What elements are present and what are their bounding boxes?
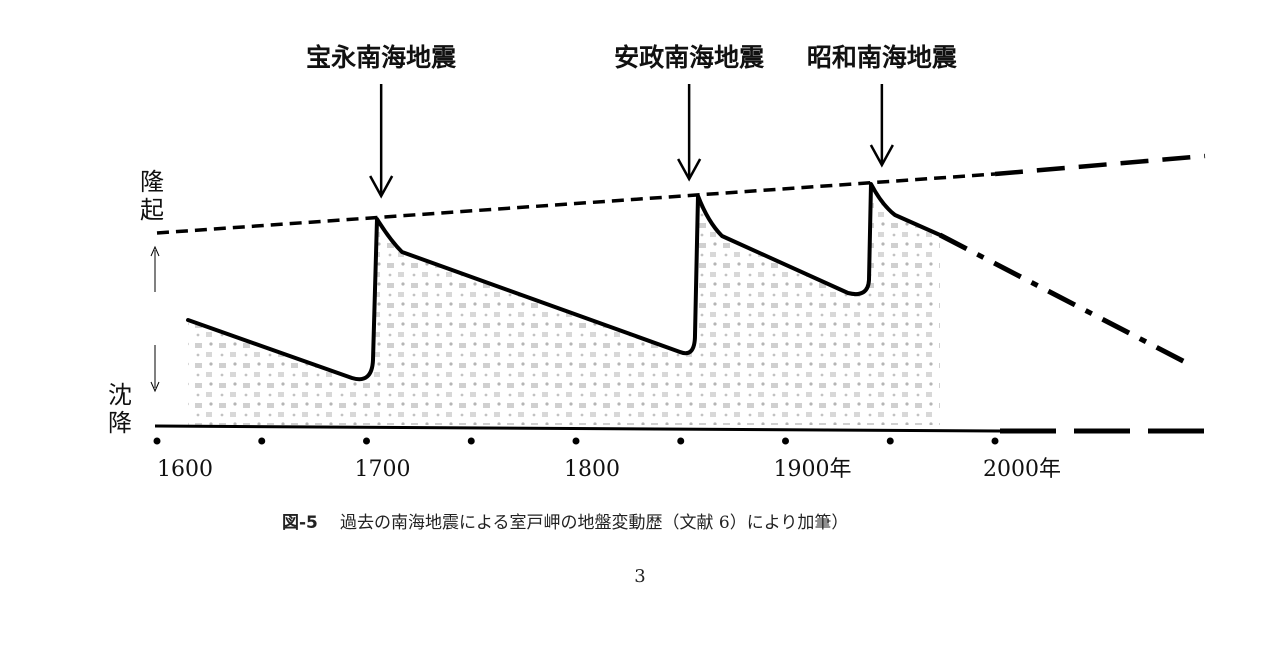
axis-tick-labels: 1600 1700 1800 1900年 2000年: [157, 457, 1061, 482]
tick-label-1800: 1800: [564, 457, 620, 482]
axis-dot-1650: [258, 437, 266, 445]
subsidence-label-2: 降: [108, 409, 132, 437]
quake-label-1946: 昭和南海地震: [807, 43, 958, 72]
uplift-arrow-head: [150, 245, 160, 257]
axis-dot-1800: [572, 437, 580, 445]
time-axis-line: [154, 424, 1001, 433]
earthquake-markers: 宝永南海地震 安政南海地震 昭和南海地震: [306, 43, 958, 199]
quake-label-1854: 安政南海地震: [614, 43, 765, 72]
quake-arrow-head-1707: [369, 175, 394, 199]
tick-label-2000: 2000年: [983, 457, 1061, 482]
uplift-label-2: 起: [140, 196, 164, 224]
subsidence-label-1: 沈: [108, 381, 132, 409]
axis-dot-1950: [886, 437, 894, 445]
uplift-trend-line: [156, 172, 996, 235]
subsidence-shading: [188, 184, 940, 425]
axis-dot-1850: [677, 437, 685, 445]
uplift-label-1: 隆: [140, 168, 164, 196]
uplift-trend-future: [994, 153, 1206, 177]
tick-label-1700: 1700: [355, 457, 411, 482]
deformation-curve: [186, 182, 942, 382]
future-projection-line: [938, 232, 1187, 365]
axis-dot-1700: [363, 437, 370, 445]
axis-dot-2000: [991, 437, 999, 445]
figure-caption: 過去の南海地震による室戸岬の地盤変動歴（文献 6）により加筆）: [340, 513, 848, 533]
tick-label-1600: 1600: [157, 457, 213, 482]
figure-number: 図-5: [282, 513, 318, 533]
axis-dot-group: [153, 437, 999, 445]
axis-dot-1900: [782, 437, 789, 445]
quake-arrow-head-1854: [677, 158, 702, 182]
quake-arrow-head-1946: [869, 144, 894, 168]
quake-label-1707: 宝永南海地震: [306, 43, 457, 72]
page-number: 3: [634, 566, 645, 587]
axis-dot-1750: [467, 437, 475, 445]
tick-label-1900: 1900年: [774, 457, 852, 482]
axis-dot-1600: [153, 437, 161, 445]
subsidence-arrow-head: [150, 381, 160, 393]
